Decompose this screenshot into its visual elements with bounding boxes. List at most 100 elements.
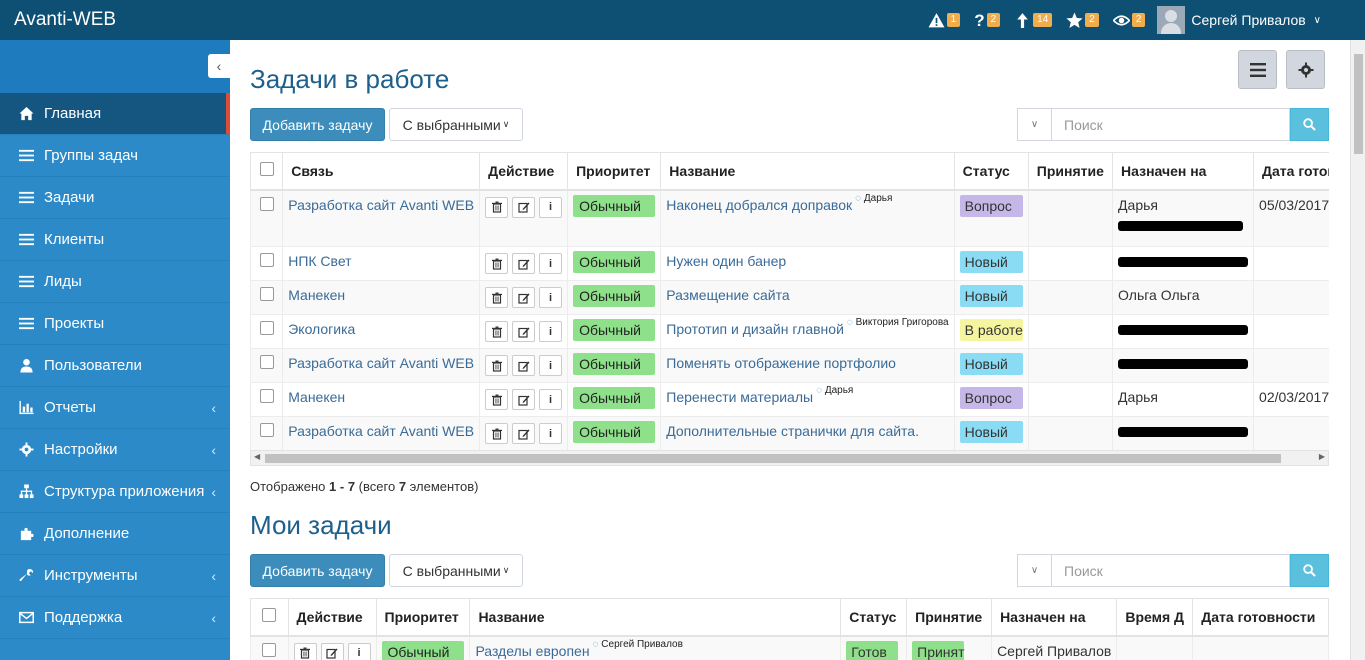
- search-input[interactable]: [1051, 108, 1290, 141]
- sidebar-item-6[interactable]: Пользователи: [0, 345, 230, 387]
- edit-button[interactable]: [512, 253, 536, 274]
- task-link[interactable]: Дополнительные странички для сайта.: [666, 423, 919, 439]
- add-task-button-2[interactable]: Добавить задачу: [250, 554, 385, 587]
- column-header[interactable]: Принятие: [1027, 152, 1114, 191]
- edit-button[interactable]: [512, 196, 536, 218]
- edit-button[interactable]: [512, 287, 536, 308]
- info-button[interactable]: i: [539, 321, 563, 342]
- delete-button[interactable]: [485, 287, 509, 308]
- search-filter-dropdown[interactable]: ∨: [1017, 108, 1051, 141]
- edit-button[interactable]: [512, 321, 536, 342]
- column-header[interactable]: Принятие: [906, 598, 993, 637]
- delete-button[interactable]: [485, 196, 509, 218]
- project-link[interactable]: НПК Свет: [288, 253, 352, 269]
- task-link[interactable]: Поменять отображение портфолио: [666, 355, 896, 371]
- sidebar-item-4[interactable]: Лиды: [0, 261, 230, 303]
- scroll-thumb[interactable]: [1354, 54, 1363, 154]
- edit-button[interactable]: [512, 355, 536, 376]
- row-checkbox[interactable]: [259, 423, 274, 437]
- column-header[interactable]: Приоритет: [375, 598, 471, 637]
- column-header[interactable]: Приоритет: [567, 152, 662, 191]
- info-button[interactable]: i: [347, 642, 371, 660]
- row-checkbox[interactable]: [262, 642, 277, 657]
- project-link[interactable]: Экологика: [288, 321, 356, 337]
- task-link[interactable]: Нужен один банер: [666, 253, 787, 269]
- settings-button[interactable]: [1286, 50, 1325, 89]
- sidebar-item-12[interactable]: Поддержка ‹: [0, 597, 230, 639]
- sidebar-item-8[interactable]: Настройки ‹: [0, 429, 230, 471]
- delete-button[interactable]: [293, 642, 317, 660]
- column-header[interactable]: Статус: [953, 152, 1029, 191]
- task-link[interactable]: Наконец добрался доправок: [666, 196, 853, 213]
- info-button[interactable]: i: [539, 355, 563, 376]
- task-link[interactable]: Разделы европен: [475, 642, 590, 659]
- sidebar-item-11[interactable]: Инструменты ‹: [0, 555, 230, 597]
- sidebar-item-0[interactable]: Главная: [0, 93, 230, 135]
- row-checkbox[interactable]: [259, 196, 274, 211]
- edit-button[interactable]: [320, 642, 344, 660]
- bulk-actions-dropdown[interactable]: С выбранными ∨: [389, 108, 523, 141]
- scroll-thumb[interactable]: [265, 454, 1281, 463]
- row-checkbox[interactable]: [259, 321, 274, 335]
- sidebar-item-7[interactable]: Отчеты ‹: [0, 387, 230, 429]
- select-all-checkbox[interactable]: [259, 162, 274, 177]
- row-checkbox[interactable]: [259, 253, 274, 267]
- bulk-actions-dropdown-2[interactable]: С выбранными ∨: [389, 554, 523, 587]
- project-link[interactable]: Разработка сайт Avanti WEB: [288, 423, 475, 439]
- notifications-updates[interactable]: 14: [1014, 12, 1053, 29]
- sidebar-item-10[interactable]: Дополнение: [0, 513, 230, 555]
- select-all-checkbox[interactable]: [262, 608, 277, 623]
- sidebar-item-1[interactable]: Группы задач: [0, 135, 230, 177]
- sidebar-item-2[interactable]: Задачи: [0, 177, 230, 219]
- table-horizontal-scrollbar[interactable]: ◀ ▶: [250, 450, 1329, 466]
- column-header[interactable]: Назначен на: [991, 598, 1118, 637]
- edit-button[interactable]: [512, 423, 536, 444]
- notifications-warning[interactable]: 1: [928, 12, 961, 29]
- search-filter-dropdown-2[interactable]: ∨: [1017, 554, 1051, 587]
- delete-button[interactable]: [485, 423, 509, 444]
- search-input-2[interactable]: [1051, 554, 1290, 587]
- sidebar-item-5[interactable]: Проекты: [0, 303, 230, 345]
- notifications-questions[interactable]: ? 2: [974, 12, 1001, 29]
- column-header[interactable]: Дата готовности: [1192, 598, 1329, 637]
- delete-button[interactable]: [485, 321, 509, 342]
- column-header[interactable]: Связь: [282, 152, 481, 191]
- user-menu[interactable]: Сергей Привалов ∨: [1157, 6, 1321, 34]
- menu-button[interactable]: [1238, 50, 1277, 89]
- sidebar-collapse-button[interactable]: ‹: [208, 54, 230, 78]
- search-button-2[interactable]: [1290, 554, 1329, 587]
- project-link[interactable]: Разработка сайт Avanti WEB: [288, 355, 475, 371]
- notifications-favorites[interactable]: 2: [1066, 12, 1099, 29]
- column-header[interactable]: Название: [469, 598, 842, 637]
- scroll-right-icon[interactable]: ▶: [1318, 452, 1325, 461]
- info-button[interactable]: i: [539, 423, 563, 444]
- search-button[interactable]: [1290, 108, 1329, 141]
- column-header[interactable]: Время Д: [1116, 598, 1194, 637]
- scroll-left-icon[interactable]: ◀: [254, 452, 261, 461]
- sidebar-item-3[interactable]: Клиенты: [0, 219, 230, 261]
- info-button[interactable]: i: [539, 253, 563, 274]
- delete-button[interactable]: [485, 389, 509, 410]
- add-task-button[interactable]: Добавить задачу: [250, 108, 385, 141]
- project-link[interactable]: Манекен: [288, 287, 346, 303]
- task-link[interactable]: Прототип и дизайн главной: [666, 321, 844, 337]
- row-checkbox[interactable]: [259, 355, 274, 369]
- column-header[interactable]: Статус: [840, 598, 908, 637]
- column-header[interactable]: Назначен на: [1112, 152, 1255, 191]
- delete-button[interactable]: [485, 253, 509, 274]
- sidebar-item-9[interactable]: Структура приложения ‹: [0, 471, 230, 513]
- info-button[interactable]: i: [539, 389, 563, 410]
- column-header[interactable]: Дата готовно: [1253, 152, 1329, 191]
- info-button[interactable]: i: [539, 287, 563, 308]
- notifications-watch[interactable]: 2: [1112, 12, 1146, 29]
- column-header[interactable]: Название: [660, 152, 955, 191]
- row-checkbox[interactable]: [259, 389, 274, 403]
- info-button[interactable]: i: [539, 196, 563, 218]
- task-link[interactable]: Перенести материалы: [666, 389, 814, 405]
- task-link[interactable]: Размещение сайта: [666, 287, 790, 303]
- delete-button[interactable]: [485, 355, 509, 376]
- project-link[interactable]: Манекен: [288, 389, 346, 405]
- project-link[interactable]: Разработка сайт Avanti WEB: [288, 196, 475, 213]
- page-vertical-scrollbar[interactable]: [1350, 40, 1365, 660]
- brand-logo[interactable]: Avanti-WEB: [14, 9, 117, 30]
